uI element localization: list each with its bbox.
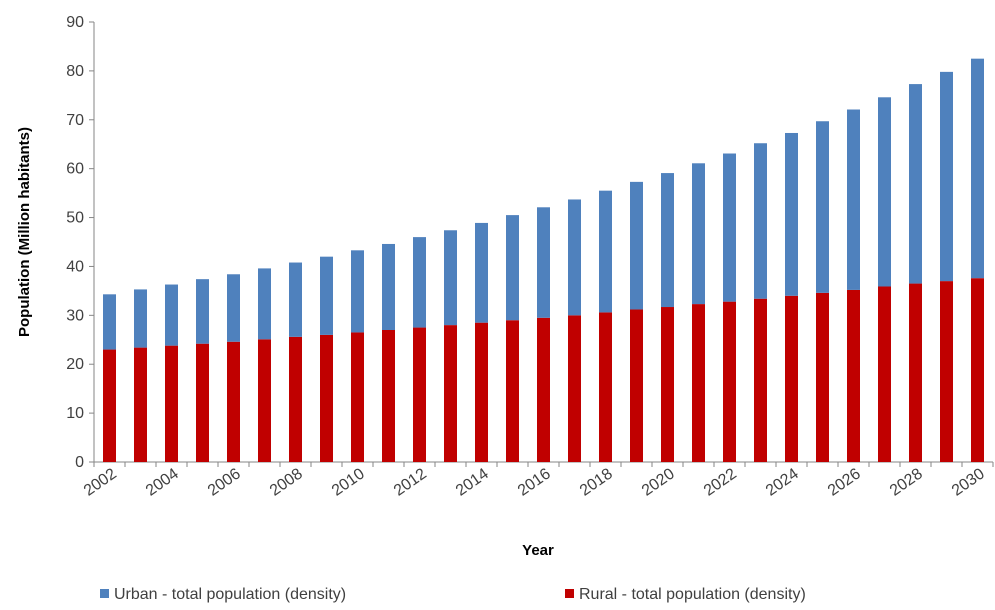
y-tick-label: 0 [75,454,84,471]
y-tick-label: 40 [66,258,84,275]
bar-urban [878,97,891,287]
x-tick-label: 2016 [515,465,554,499]
bar-rural [785,295,798,462]
bar-urban [382,243,395,330]
x-axis-title: Year [522,542,554,559]
bars [103,58,984,462]
bar-rural [227,341,240,462]
x-tick-label: 2002 [81,465,120,499]
bar-urban [103,294,116,350]
x-axis: 2002 2004 2006 2008 2010 2012 2014 2016 2018 2020… [81,461,994,500]
bar-rural [878,286,891,462]
bar-urban [692,163,705,305]
bar-rural [258,339,271,462]
y-axis-title: Population (Million habitants) [16,127,33,337]
bar-urban [475,222,488,323]
y-tick-label: 10 [66,405,84,422]
bar-rural [754,298,767,462]
bar-rural [630,309,643,462]
bar-urban [351,250,364,333]
bar-urban [444,230,457,326]
bar-urban [785,132,798,296]
y-axis: 0 10 20 30 40 50 60 70 80 90 [66,14,95,471]
bar-urban [320,256,333,335]
bar-rural [134,347,147,462]
x-tick-label: 2008 [267,465,306,499]
bar-rural [692,304,705,462]
bar-rural [599,312,612,462]
x-tick-label: 2006 [205,465,244,499]
y-tick-label: 30 [66,307,84,324]
x-tick-label: 2030 [949,465,988,499]
bar-urban [940,71,953,282]
y-tick-label: 90 [66,14,84,31]
bar-rural [723,301,736,462]
bar-rural [971,278,984,462]
bar-rural [940,281,953,462]
bar-urban [661,173,674,308]
bar-urban [165,284,178,346]
bar-urban [258,268,271,340]
bar-urban [971,58,984,279]
legend-swatch [565,589,574,598]
x-tick-label: 2020 [639,465,678,499]
bar-rural [444,325,457,462]
bar-rural [320,334,333,462]
bar-rural [537,317,550,462]
x-tick-label: 2024 [763,465,802,499]
bar-rural [165,345,178,462]
bar-urban [134,289,147,348]
x-tick-label: 2028 [887,465,926,499]
x-tick-label: 2010 [329,465,368,499]
bar-rural [413,327,426,462]
bar-urban [568,199,581,316]
legend: Urban - total population (density) Rural … [100,586,806,603]
x-tick-label: 2012 [391,465,430,499]
bar-rural [568,315,581,462]
bar-urban [847,109,860,290]
bar-urban [227,274,240,342]
y-tick-label: 20 [66,356,84,373]
bar-rural [196,343,209,462]
y-tick-label: 50 [66,210,84,227]
x-tick-label: 2004 [143,465,182,499]
bar-urban [537,207,550,318]
bar-urban [630,181,643,310]
legend-swatch [100,589,109,598]
bar-urban [413,237,426,328]
legend-label: Urban - total population (density) [114,586,346,603]
bar-rural [475,322,488,462]
bar-rural [103,349,116,462]
x-tick-label: 2014 [453,465,492,499]
x-tick-label: 2022 [701,465,740,499]
x-tick-label: 2018 [577,465,616,499]
y-tick-label: 70 [66,112,84,129]
bar-rural [661,307,674,462]
bar-rural [847,289,860,462]
bar-rural [506,320,519,462]
bar-urban [506,215,519,321]
bar-urban [289,262,302,337]
bar-rural [382,330,395,462]
bar-rural [289,336,302,462]
bar-rural [909,283,922,462]
bar-urban [754,143,767,299]
bar-rural [816,292,829,462]
bar-urban [196,279,209,344]
bar-urban [816,121,829,293]
bar-rural [351,332,364,462]
y-tick-label: 80 [66,63,84,80]
bar-urban [909,84,922,284]
legend-label: Rural - total population (density) [579,586,806,603]
y-tick-label: 60 [66,161,84,178]
x-tick-label: 2026 [825,465,864,499]
bar-urban [723,153,736,302]
bar-urban [599,190,612,313]
